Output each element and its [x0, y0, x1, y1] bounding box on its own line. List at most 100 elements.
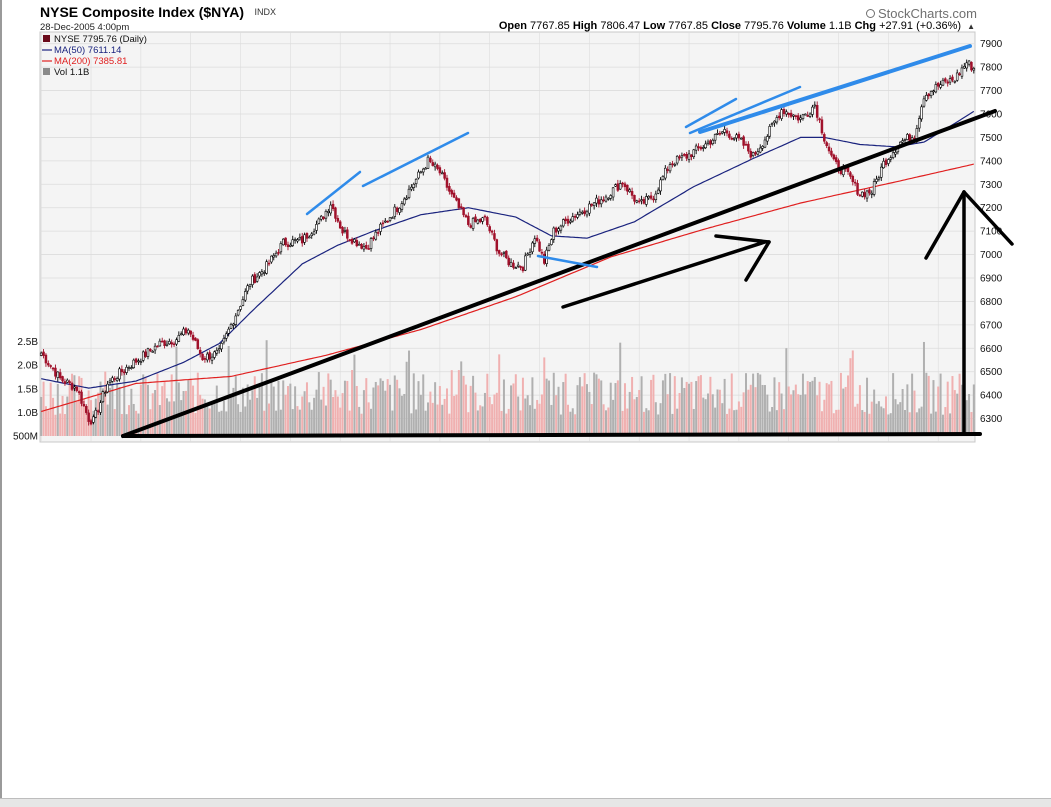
candle-body: [160, 340, 164, 343]
volume-bar: [875, 403, 878, 436]
candle-body: [891, 152, 895, 158]
volume-bar: [249, 399, 252, 436]
candle-body: [111, 377, 114, 382]
volume-bar: [75, 401, 78, 436]
candle-body: [882, 160, 885, 169]
candle-body: [424, 167, 427, 170]
candle-body: [951, 76, 954, 81]
candle-body: [815, 105, 819, 118]
candle-body: [431, 162, 434, 166]
volume-bar: [256, 397, 259, 436]
support-trendline: [121, 109, 997, 438]
volume-bar: [915, 412, 918, 436]
candle-body: [521, 266, 525, 272]
volume-bar: [495, 392, 498, 436]
candle-body: [215, 349, 219, 354]
volume-bar: [555, 395, 558, 436]
blue-trendline-4: [684, 97, 738, 129]
candle-body: [770, 123, 774, 126]
volume-bar: [310, 409, 313, 436]
volume-bar: [813, 377, 816, 436]
volume-bar: [892, 373, 895, 436]
volume-bar: [408, 350, 411, 436]
volume-bar: [73, 375, 76, 436]
candle-body: [524, 255, 527, 271]
volume-label: Volume: [786, 20, 826, 32]
candle-body: [645, 196, 648, 205]
candle-body: [388, 217, 392, 221]
y-tick-label: 7300: [980, 180, 1003, 191]
low-value: 7767.85: [668, 20, 708, 32]
candle-body: [236, 310, 240, 316]
volume-bar: [68, 382, 71, 436]
volume-bar: [384, 390, 387, 436]
plot-background: [39, 31, 976, 443]
candle-body: [258, 272, 261, 277]
candle-body: [732, 137, 736, 140]
volume-bar: [493, 394, 496, 436]
volume-bar: [367, 402, 370, 436]
candle-body: [827, 146, 831, 152]
volume-bar: [939, 373, 942, 436]
volume-bar: [386, 379, 389, 436]
brand-logo[interactable]: StockCharts.com: [866, 6, 977, 21]
volume-bar: [429, 391, 432, 436]
volume-bar: [315, 389, 318, 436]
volume-bar: [194, 412, 197, 436]
candle-body: [384, 220, 387, 223]
volume-bar: [488, 397, 491, 436]
candle-body: [274, 252, 278, 257]
candle-body: [395, 207, 399, 212]
volume-bar: [657, 414, 660, 436]
candle-body: [901, 140, 904, 143]
triangle-up-icon: ▲: [967, 22, 975, 31]
candle-body: [699, 146, 703, 150]
volume-bar: [125, 414, 128, 436]
candle-body: [391, 217, 394, 219]
candle-body: [550, 239, 553, 245]
volume-bar: [614, 383, 617, 436]
candle-body: [865, 190, 869, 199]
candle-body: [960, 67, 964, 77]
candle-body: [108, 380, 112, 383]
volume-bar: [476, 410, 479, 436]
volume-bar: [849, 358, 852, 436]
volume-bar: [899, 402, 902, 436]
candle-body: [118, 368, 121, 380]
volume-bar: [502, 379, 505, 436]
candle-body: [234, 315, 238, 325]
candle-body: [61, 376, 64, 382]
volume-bar: [101, 388, 104, 436]
volume-bar: [559, 414, 562, 436]
volume-bar: [381, 380, 384, 436]
candle-body: [927, 93, 930, 97]
candle-body: [929, 91, 933, 96]
volume-bar: [619, 342, 622, 436]
candle-body: [87, 412, 90, 422]
volume-bar: [279, 409, 282, 436]
candle-body: [820, 119, 824, 134]
y-tick-label: 6400: [980, 391, 1003, 402]
volume-bar: [332, 396, 335, 436]
volume-bar: [517, 396, 520, 436]
candle-body: [457, 198, 461, 208]
candle-body: [220, 343, 223, 350]
volume-bar: [351, 370, 354, 436]
volume-bar: [633, 399, 636, 436]
candle-body: [44, 354, 48, 364]
volume-bar: [472, 375, 475, 436]
candle-body: [42, 351, 45, 356]
candle-body: [768, 126, 771, 137]
volume-bar: [941, 414, 944, 436]
volume-bar: [880, 406, 883, 436]
volume-bar: [571, 408, 574, 436]
candle-body: [552, 227, 556, 240]
volume-bar: [286, 386, 289, 436]
volume-bar: [609, 382, 612, 436]
candle-body: [851, 175, 855, 183]
candle-body: [581, 211, 584, 214]
volume-bar: [305, 382, 308, 436]
status-bar: [0, 798, 1051, 807]
candle-body: [452, 192, 456, 198]
volume-bar: [180, 400, 183, 436]
